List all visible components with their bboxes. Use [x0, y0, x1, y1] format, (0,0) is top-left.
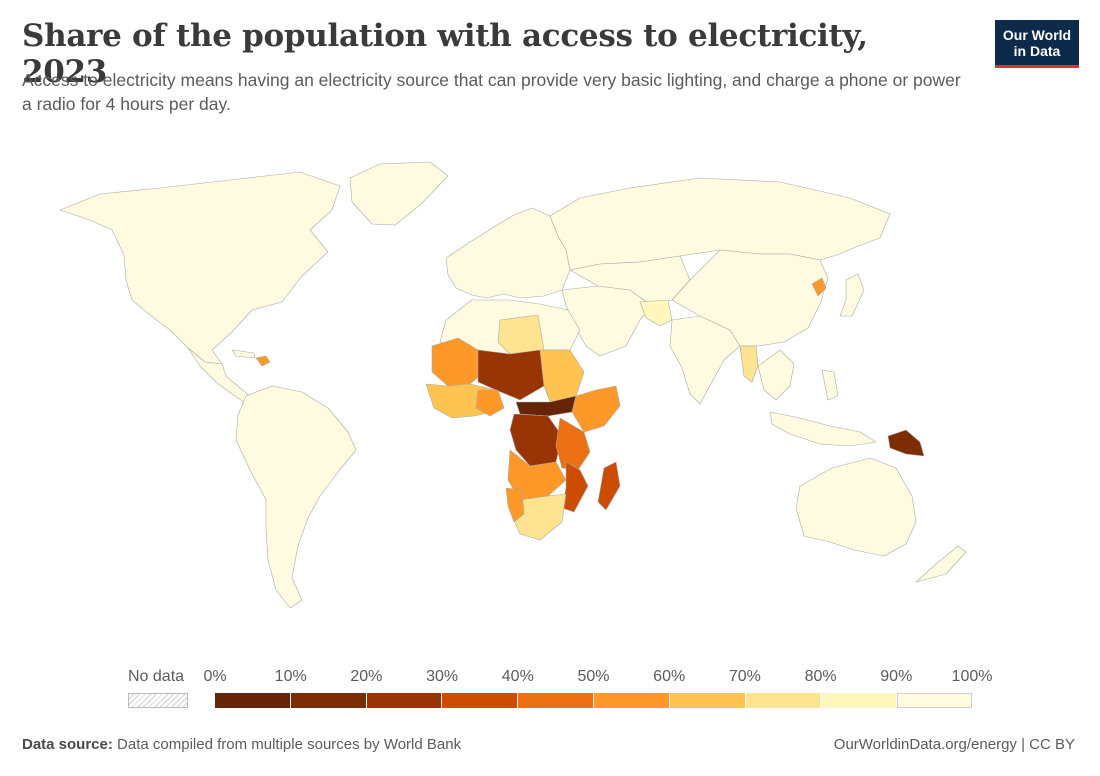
map-region-korea-north[interactable]: [811, 277, 827, 297]
legend-tick-20: 20%: [350, 668, 383, 685]
map-region-haiti[interactable]: [255, 355, 271, 367]
legend-tick-60: 60%: [653, 668, 686, 685]
legend-bin-10-20[interactable]: [290, 693, 367, 708]
legend-bin-0-10[interactable]: [215, 693, 291, 708]
map-region-south-america[interactable]: [235, 385, 357, 609]
legend-tick-50: 50%: [577, 668, 610, 685]
data-source: Data source: Data compiled from multiple…: [22, 736, 461, 753]
map-region-north-america[interactable]: [59, 171, 341, 365]
logo-line-2: in Data: [1013, 43, 1061, 59]
map-region-angola-zambia[interactable]: [507, 449, 567, 501]
data-source-label: Data source:: [22, 736, 113, 753]
legend-no-data-swatch[interactable]: [128, 693, 188, 708]
legend-bin-50-60[interactable]: [593, 693, 670, 708]
credit-link[interactable]: OurWorldinData.org/energy | CC BY: [833, 736, 1075, 753]
world-map[interactable]: [0, 150, 1100, 650]
map-region-greenland[interactable]: [349, 161, 449, 226]
legend-tick-100: 100%: [951, 668, 993, 685]
legend-tick-30: 30%: [426, 668, 459, 685]
legend-bin-40-50[interactable]: [518, 693, 594, 708]
logo-line-1: Our World: [1002, 27, 1072, 43]
map-region-philippines[interactable]: [821, 369, 839, 401]
legend-bin-30-40[interactable]: [442, 693, 519, 708]
map-region-mozambique-malawi[interactable]: [561, 461, 589, 513]
legend-bin-60-70[interactable]: [669, 693, 746, 708]
map-region-china[interactable]: [671, 249, 829, 347]
map-region-indonesia[interactable]: [769, 411, 877, 447]
chart-subtitle: Access to electricity means having an el…: [22, 70, 961, 114]
chart-title: Share of the population with access to e…: [22, 18, 868, 90]
color-legend: No data 0% 10% 20% 30% 40% 50% 60% 70% 8…: [0, 668, 1100, 718]
legend-color-scale: [215, 693, 972, 708]
map-region-afghanistan-pakistan[interactable]: [639, 299, 673, 327]
legend-tick-40: 40%: [501, 668, 534, 685]
legend-bin-90-100[interactable]: [897, 693, 972, 708]
owid-logo[interactable]: Our World in Data: [995, 20, 1079, 68]
legend-tick-70: 70%: [728, 668, 761, 685]
map-region-nigeria[interactable]: [475, 389, 505, 417]
legend-tick-0: 0%: [203, 668, 227, 685]
legend-tick-90: 90%: [880, 668, 913, 685]
legend-bin-70-80[interactable]: [745, 693, 822, 708]
map-region-papua-new-guinea[interactable]: [887, 429, 925, 457]
legend-no-data-label: No data: [128, 668, 185, 685]
legend-bin-80-90[interactable]: [821, 693, 898, 708]
map-region-libya[interactable]: [497, 314, 545, 355]
map-region-southern-africa[interactable]: [509, 493, 567, 541]
map-region-japan[interactable]: [839, 273, 865, 317]
data-source-text[interactable]: Data compiled from multiple sources by W…: [117, 736, 462, 753]
map-region-southeast-asia[interactable]: [757, 349, 795, 401]
map-region-niger-chad[interactable]: [477, 349, 545, 401]
map-region-ethiopia[interactable]: [571, 385, 621, 433]
legend-bin-20-30[interactable]: [366, 693, 443, 708]
map-region-europe[interactable]: [445, 207, 571, 299]
map-region-sudan[interactable]: [539, 349, 585, 403]
map-region-myanmar[interactable]: [739, 345, 759, 383]
map-region-namibia[interactable]: [505, 487, 525, 523]
map-region-south-sudan-car[interactable]: [515, 395, 577, 417]
map-region-australia[interactable]: [795, 457, 917, 557]
map-region-madagascar[interactable]: [597, 461, 621, 511]
legend-tick-10: 10%: [274, 668, 307, 685]
map-region-new-zealand[interactable]: [915, 545, 967, 583]
legend-tick-80: 80%: [804, 668, 837, 685]
map-region-caribbean[interactable]: [231, 349, 256, 359]
